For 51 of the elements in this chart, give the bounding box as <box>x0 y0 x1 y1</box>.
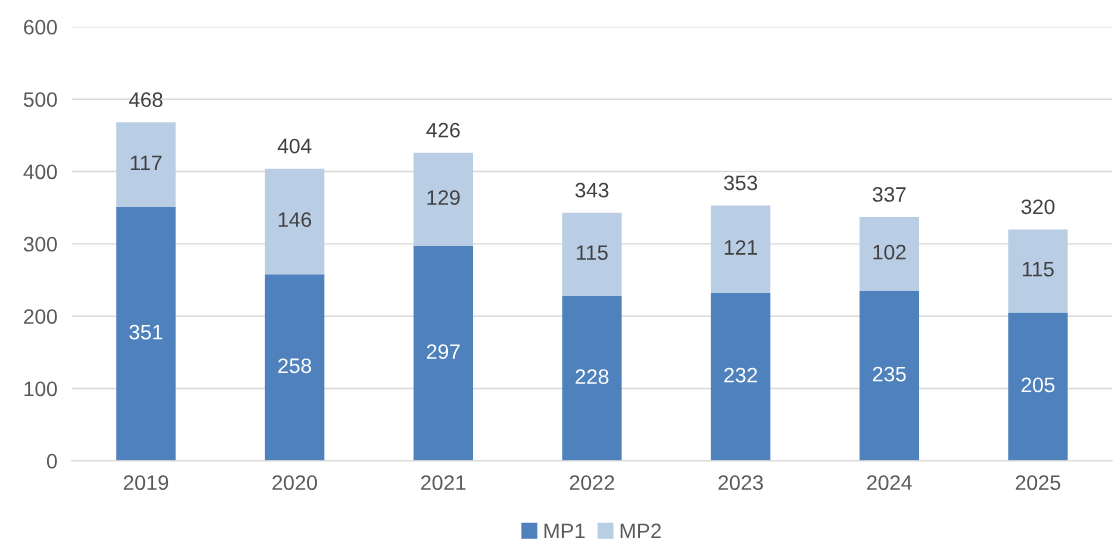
y-tick-label: 200 <box>24 309 57 324</box>
x-tick-label: 2021 <box>421 475 466 491</box>
bar <box>1008 312 1068 461</box>
y-tick-label: 100 <box>24 381 57 397</box>
bar <box>859 217 920 291</box>
bar <box>859 290 920 461</box>
total-label: 337 <box>872 187 906 202</box>
total-label: 426 <box>426 122 460 138</box>
x-tick-label: 2023 <box>718 475 763 491</box>
total-label: 320 <box>1021 199 1055 215</box>
data-label: 205 <box>1021 377 1055 393</box>
bar <box>264 168 325 275</box>
bar <box>413 246 474 461</box>
data-label: 351 <box>129 324 163 340</box>
data-label: 102 <box>873 244 906 260</box>
y-tick-label: 0 <box>46 453 57 469</box>
data-label: 235 <box>872 366 906 382</box>
bar <box>413 152 474 247</box>
data-label: 258 <box>278 358 312 374</box>
data-label: 232 <box>724 367 757 383</box>
x-tick-label: 2022 <box>569 475 615 491</box>
legend-label: MP1 <box>544 523 585 539</box>
x-tick-label: 2019 <box>123 475 169 491</box>
data-label: 228 <box>575 369 609 384</box>
x-tick-label: 2020 <box>272 475 317 491</box>
total-label: 353 <box>724 175 758 191</box>
total-label: 404 <box>277 138 312 154</box>
total-label: 343 <box>575 182 609 198</box>
x-tick-label: 2024 <box>867 475 912 491</box>
y-tick-label: 400 <box>23 164 57 180</box>
y-tick-label: 300 <box>23 236 57 252</box>
data-label: 115 <box>1022 262 1054 277</box>
legend-label: MP2 <box>620 523 661 539</box>
bar <box>562 212 622 296</box>
bar <box>116 206 176 461</box>
data-label: 129 <box>427 190 460 205</box>
data-label: 117 <box>130 155 162 171</box>
data-label: 297 <box>426 344 460 360</box>
x-tick-label: 2025 <box>1015 475 1061 491</box>
total-label: 468 <box>129 92 163 108</box>
bar <box>264 274 325 461</box>
bar <box>1008 229 1068 313</box>
y-tick-label: 500 <box>23 92 57 107</box>
y-tick-label: 600 <box>24 19 57 35</box>
data-label: 121 <box>724 240 757 255</box>
data-label: 146 <box>278 212 312 228</box>
bar <box>710 293 771 461</box>
data-label: 115 <box>576 245 608 260</box>
bar <box>116 122 176 207</box>
bar <box>562 295 622 461</box>
bar <box>710 205 771 294</box>
